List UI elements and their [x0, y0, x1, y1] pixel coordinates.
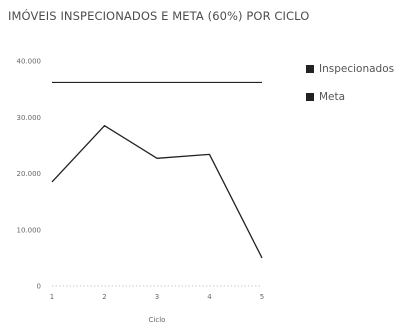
legend: Inspecionados Meta [306, 62, 394, 118]
legend-swatch [306, 93, 314, 101]
x-tick-label: 5 [260, 293, 264, 301]
y-tick-label: 30.000 [17, 114, 42, 122]
y-axis-ticks: 0 10.000 20.000 30.000 40.000 [17, 58, 42, 291]
x-axis-title: Ciclo [149, 316, 166, 324]
x-tick-label: 1 [50, 293, 54, 301]
y-tick-label: 40.000 [17, 58, 42, 66]
y-tick-label: 0 [37, 283, 41, 291]
x-tick-label: 4 [207, 293, 212, 301]
series-line-inspecionados [51, 125, 263, 259]
legend-label: Meta [319, 91, 346, 103]
legend-label: Inspecionados [319, 63, 395, 75]
series-layer [51, 81, 263, 259]
y-tick-label: 20.000 [17, 170, 42, 178]
x-tick-label: 2 [102, 293, 106, 301]
x-tick-label: 3 [155, 293, 159, 301]
legend-swatch [306, 65, 314, 73]
chart-title: IMÓVEIS INSPECIONADOS E META (60%) POR C… [8, 9, 310, 23]
legend-item-meta: Meta [306, 90, 394, 104]
legend-item-inspecionados: Inspecionados [306, 62, 394, 76]
x-axis-ticks: 1 2 3 4 5 [50, 293, 264, 301]
y-tick-label: 10.000 [17, 226, 42, 234]
